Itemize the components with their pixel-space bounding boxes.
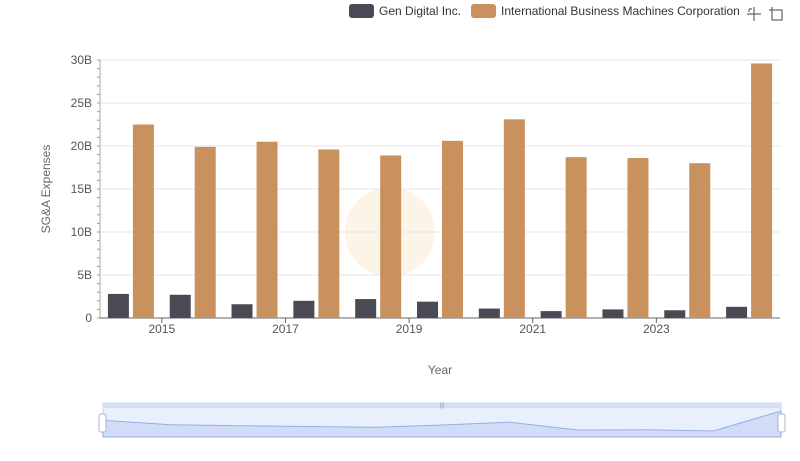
y-tick-label: 20B [71, 139, 92, 153]
x-axis-title: Year [428, 363, 452, 377]
bar-ibm-2019[interactable] [442, 140, 463, 318]
bar-ibm-2023[interactable] [689, 163, 711, 318]
bar-ibm-2020[interactable] [503, 119, 525, 318]
bar-gen-digital-2017[interactable] [293, 300, 315, 318]
bar-ibm-2017[interactable] [318, 149, 340, 318]
legend-label-ibm: International Business Machines Corporat… [501, 4, 740, 18]
legend: Gen Digital Inc. International Business … [349, 4, 750, 18]
y-tick-label: 10B [71, 225, 92, 239]
bar-ibm-2014[interactable] [132, 124, 154, 319]
data-zoom-left-handle[interactable] [98, 413, 107, 433]
restore-icon[interactable] [768, 6, 784, 22]
y-axis-title: SG&A Expenses [39, 145, 53, 234]
x-tick-label: 2015 [148, 322, 175, 336]
bar-gen-digital-2018[interactable] [355, 299, 377, 318]
y-tick-label: 25B [71, 96, 92, 110]
bar-gen-digital-2019[interactable] [417, 301, 438, 318]
bar-ibm-2021[interactable] [565, 157, 587, 318]
x-tick-label: 2021 [519, 322, 546, 336]
x-tick-label: 2023 [643, 322, 670, 336]
legend-swatch-ibm [471, 4, 497, 18]
bar-gen-digital-2020[interactable] [478, 308, 500, 318]
data-zoom-grip-icon[interactable]: ||| [440, 403, 445, 409]
bar-gen-digital-2023[interactable] [664, 310, 686, 318]
bar-gen-digital-2024[interactable] [726, 306, 748, 318]
data-zoom-preview-area [102, 410, 782, 438]
y-tick-label: 15B [71, 182, 92, 196]
bar-ibm-2015[interactable] [194, 146, 216, 318]
bar-ibm-2024[interactable] [751, 63, 773, 318]
bar-ibm-2018[interactable] [380, 155, 402, 318]
data-zoom-right-handle[interactable] [777, 413, 786, 433]
y-tick-label: 0 [85, 311, 92, 325]
x-tick-label: 2019 [396, 322, 423, 336]
bar-gen-digital-2015[interactable] [169, 294, 191, 318]
legend-label-gen-digital: Gen Digital Inc. [379, 4, 462, 18]
y-tick-label: 5B [77, 268, 92, 282]
bar-ibm-2016[interactable] [256, 141, 278, 318]
bar-ibm-2022[interactable] [627, 158, 649, 318]
bar-gen-digital-2021[interactable] [540, 311, 562, 318]
bar-gen-digital-2022[interactable] [602, 309, 624, 318]
bar-gen-digital-2016[interactable] [231, 304, 253, 318]
legend-item-gen-digital[interactable]: Gen Digital Inc. [349, 4, 461, 18]
x-tick-label: 2017 [272, 322, 299, 336]
data-zoom-top-bar [103, 403, 781, 408]
bar-gen-digital-2014[interactable] [107, 293, 129, 318]
y-tick-label: 30B [71, 53, 92, 67]
legend-item-ibm[interactable]: International Business Machines Corporat… [471, 4, 740, 18]
toolbox [746, 6, 784, 22]
zoom-icon[interactable] [746, 6, 762, 22]
legend-swatch-gen-digital [349, 4, 374, 18]
